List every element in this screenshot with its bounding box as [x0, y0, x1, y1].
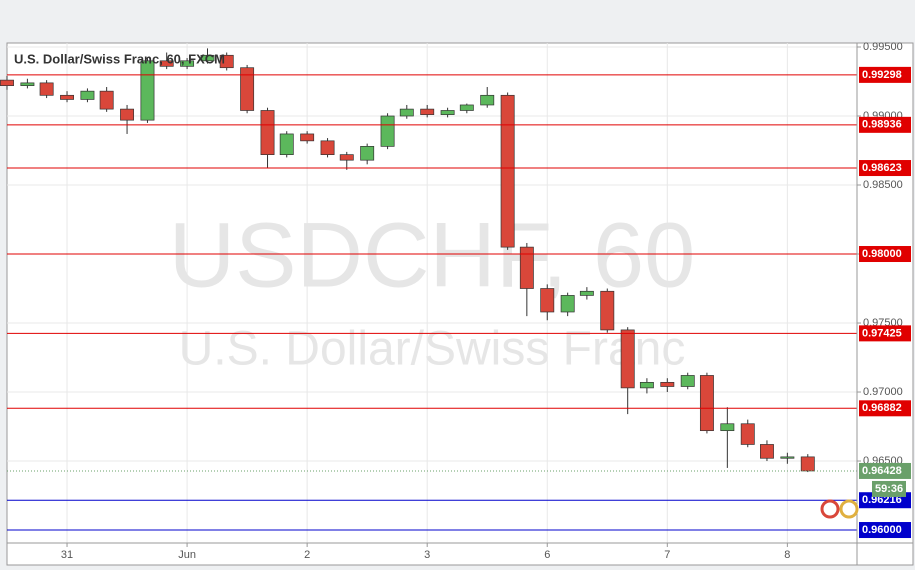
candle-body: [219, 54, 234, 69]
candle-body: [180, 60, 195, 67]
x-tick-label: Jun: [178, 549, 196, 561]
candle-body: [740, 423, 755, 445]
candle-body: [399, 108, 414, 117]
y-tick-label: 0.99500: [863, 41, 903, 53]
level-label: 0.98623: [862, 162, 902, 174]
current-price-label: 0.96428: [862, 465, 902, 477]
candle-body: [39, 82, 54, 96]
candle-body: [440, 110, 455, 115]
candle-body: [760, 444, 774, 459]
candle-body: [660, 382, 675, 387]
candle-body: [360, 146, 375, 161]
x-tick-label: 7: [664, 549, 670, 561]
current-price-box: [859, 462, 911, 479]
alert-icon[interactable]: [820, 499, 840, 519]
level-label: 0.96216: [862, 494, 902, 506]
candle-body: [560, 295, 575, 313]
level-label-box: [859, 116, 911, 133]
candle-body: [80, 90, 95, 100]
countdown: 59:36: [875, 483, 903, 495]
y-tick-label: 0.97000: [863, 386, 903, 398]
candle-body: [99, 90, 114, 110]
level-label-box: [859, 246, 911, 263]
candle-body: [480, 94, 495, 106]
candle-body: [260, 110, 275, 155]
candle-body: [680, 375, 695, 387]
candle-body: [60, 94, 74, 100]
candle-body: [240, 67, 255, 111]
level-label-box: [859, 160, 911, 177]
event-icon[interactable]: [839, 499, 859, 519]
candle-body: [459, 104, 474, 111]
axes: 0.995000.990000.985000.980000.975000.970…: [61, 41, 911, 561]
level-label-box: [859, 400, 911, 417]
level-label: 0.97425: [862, 327, 902, 339]
candle-body: [620, 329, 635, 389]
level-label-box: [859, 66, 911, 83]
candle-body: [200, 54, 215, 62]
candle-body: [279, 133, 294, 155]
candle-body: [800, 456, 815, 472]
candle-body: [320, 140, 335, 155]
level-label: 0.96000: [862, 524, 902, 536]
x-tick-label: 6: [544, 549, 550, 561]
candle-body: [380, 115, 395, 147]
candle-body: [159, 60, 174, 67]
candle-body: [420, 108, 435, 115]
chart-frame: [6, 42, 914, 566]
y-tick-label: 0.98500: [863, 179, 903, 191]
watermark-subtitle: U.S. Dollar/Swiss Franc: [179, 323, 686, 376]
candle-body: [519, 246, 534, 289]
x-tick-label: 2: [304, 549, 310, 561]
candle-body: [0, 79, 14, 86]
level-label-box: [859, 522, 911, 539]
chart-title: U.S. Dollar/Swiss Franc, 60, FXCM: [14, 51, 225, 66]
level-label-box: [859, 325, 911, 342]
level-label: 0.98936: [862, 119, 902, 131]
candle-body: [720, 423, 735, 432]
level-label: 0.98000: [862, 248, 902, 260]
candle-body: [780, 456, 795, 459]
candle-body: [300, 133, 315, 142]
candle-body: [20, 82, 35, 86]
x-tick-label: 31: [61, 549, 73, 561]
plot: [0, 48, 857, 531]
candle-body: [120, 108, 135, 121]
candle-body: [639, 382, 654, 389]
watermark: USDCHF, 60: [169, 204, 696, 306]
level-label: 0.96882: [862, 402, 902, 414]
x-tick-label: 8: [784, 549, 790, 561]
candle-body: [500, 94, 515, 248]
candle-body: [339, 154, 354, 161]
candle-body: [699, 375, 714, 432]
candle-body: [600, 290, 615, 331]
candle-body: [579, 290, 594, 296]
countdown-box: [872, 480, 906, 497]
x-tick-label: 3: [424, 549, 430, 561]
level-label: 0.99298: [862, 69, 902, 81]
candle-body: [140, 60, 155, 121]
candle-body: [540, 288, 555, 313]
